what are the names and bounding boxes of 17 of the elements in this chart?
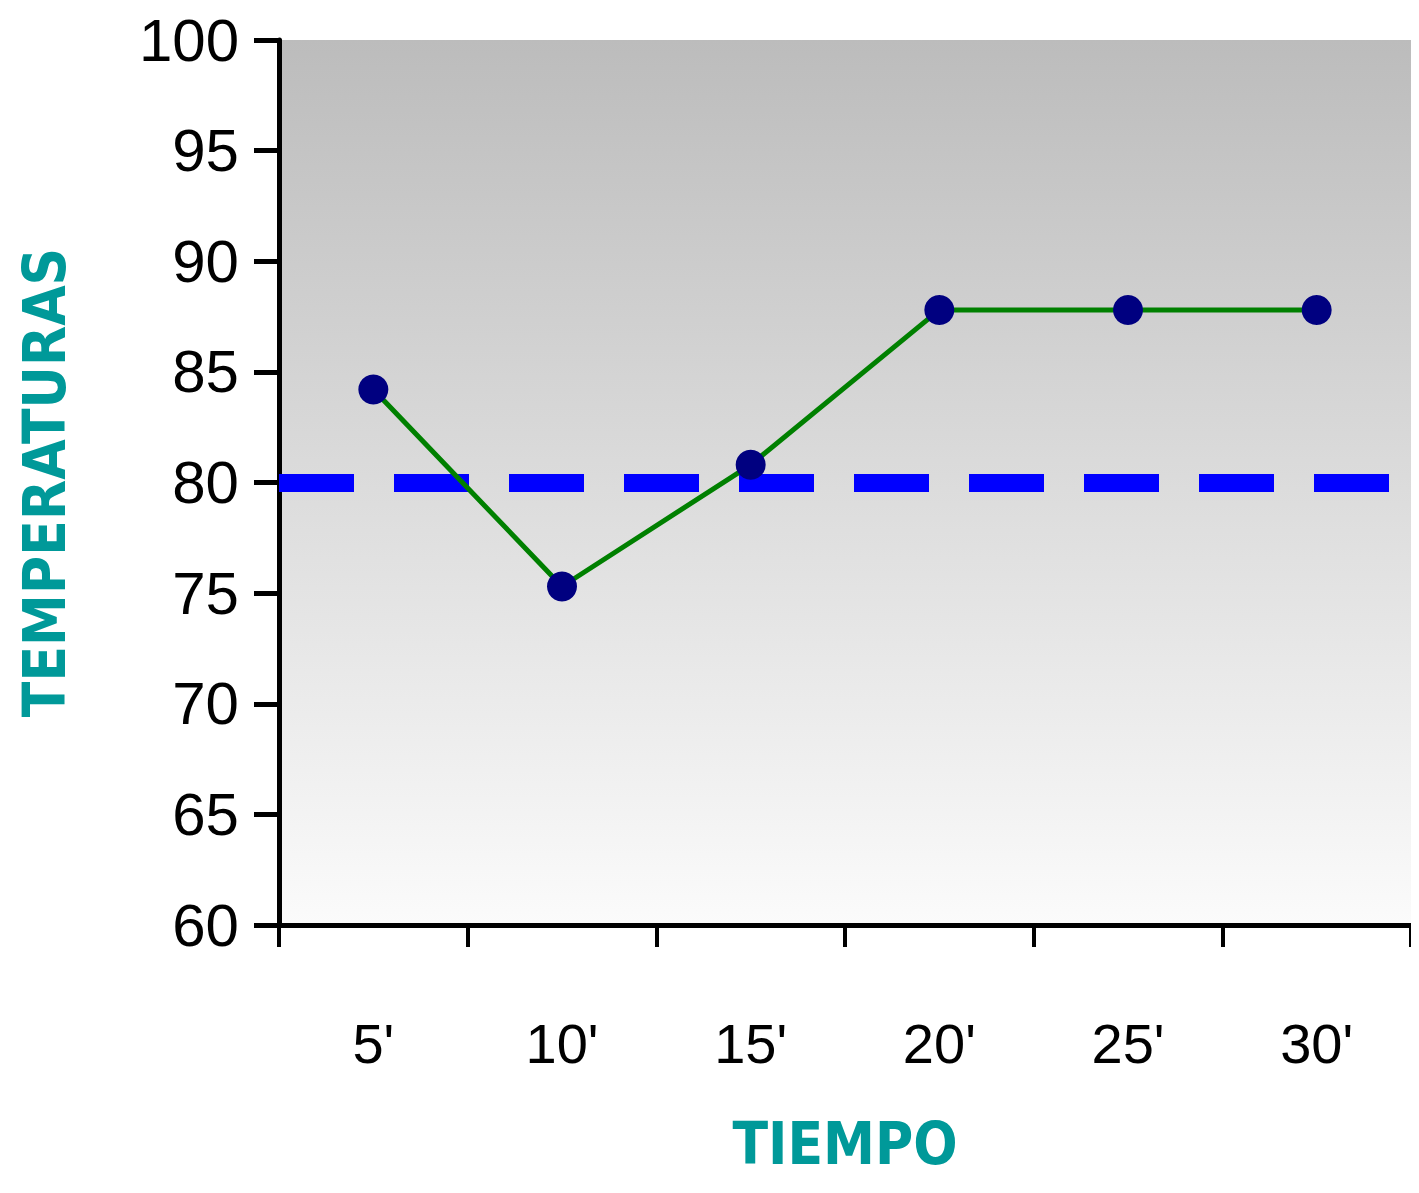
y-tick-label: 100 (138, 6, 239, 74)
y-axis-title: TEMPERATURAS (11, 247, 79, 718)
y-tick-label: 70 (172, 670, 239, 738)
y-tick-label: 75 (172, 559, 239, 627)
x-tick-label: 30' (1280, 1011, 1354, 1075)
y-tick-label: 65 (172, 780, 239, 848)
y-tick-label: 80 (172, 449, 239, 516)
y-tick-label: 95 (172, 117, 239, 185)
x-tick-label: 15' (714, 1011, 788, 1075)
x-axis-title: TIEMPO (732, 1110, 958, 1178)
x-tick-label: 25' (1091, 1011, 1165, 1075)
x-tick-label: 5' (352, 1011, 395, 1075)
y-tick-label: 85 (172, 338, 239, 406)
x-tick-label: 10' (525, 1011, 599, 1075)
y-tick-label: 90 (172, 227, 239, 295)
y-tick-label: 60 (172, 891, 239, 959)
x-tick-label: 20' (902, 1011, 976, 1075)
